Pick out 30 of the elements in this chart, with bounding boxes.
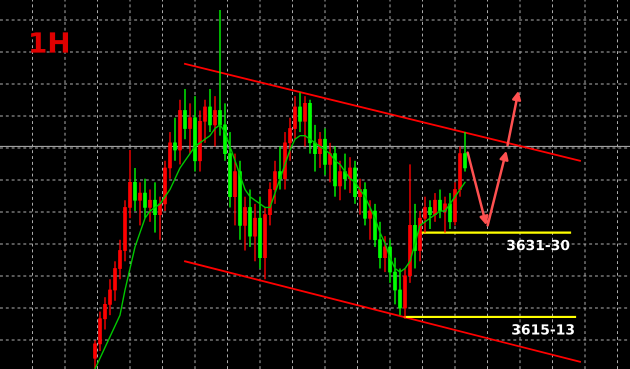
candlestick [368,200,372,240]
candlestick [213,95,217,148]
candlestick [173,117,177,162]
candlestick [148,188,152,223]
candlestick [328,142,332,184]
candlestick [428,200,432,230]
candlestick [208,88,212,133]
candlestick [358,178,362,216]
candlestick [448,192,452,230]
candlestick [343,152,347,190]
candlestick [463,131,467,172]
candlestick [138,182,142,226]
annotation: 3615-13 [512,324,574,335]
text: 1H [31,32,68,53]
annotation: 3631-30 [507,240,570,250]
candlestick [133,167,137,212]
candlestick [318,131,322,169]
candlestick [303,95,307,148]
candlestick [253,203,257,262]
candlestick [243,196,247,252]
candlestick [348,156,352,194]
candlestick [183,88,187,140]
candlestick [298,92,302,133]
candlestick [438,188,442,219]
candlestick [433,192,437,223]
candlestick [143,178,147,219]
candlestick [153,182,157,234]
candlestick [338,160,342,201]
candlestick [383,235,387,273]
candlestick [188,102,192,154]
